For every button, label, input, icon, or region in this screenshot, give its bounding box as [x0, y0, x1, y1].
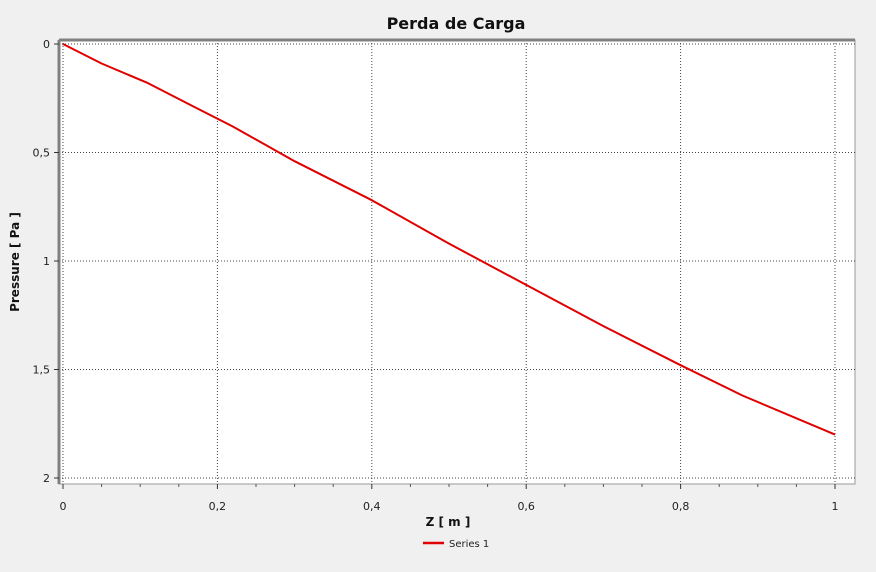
x-tick-label: 0	[60, 500, 67, 513]
legend-label: Series 1	[449, 539, 489, 550]
axes	[57, 38, 855, 484]
ticks: 0 0,2 0,4 0,6 0,8 1 0 0,5 1 1,5 2	[33, 38, 839, 513]
y-axis-label: Pressure [ Pa ]	[8, 212, 22, 312]
series-line-1	[62, 43, 836, 436]
plot-area	[58, 39, 856, 485]
x-tick-label: 1	[832, 500, 839, 513]
x-tick-label: 0,2	[209, 500, 227, 513]
x-tick-label: 0,8	[672, 500, 690, 513]
series-layer	[62, 43, 836, 436]
x-axis-label: Z [ m ]	[426, 515, 471, 529]
x-tick-label: 0,4	[363, 500, 381, 513]
y-tick-label: 1,5	[33, 364, 51, 377]
y-tick-label: 0	[43, 38, 50, 51]
y-tick-label: 1	[43, 255, 50, 268]
chart-title: Perda de Carga	[387, 14, 526, 33]
grid	[59, 40, 855, 484]
y-tick-label: 0,5	[33, 147, 51, 160]
legend: Series 1	[423, 539, 489, 550]
x-tick-label: 0,6	[517, 500, 535, 513]
y-tick-label: 2	[43, 472, 50, 485]
